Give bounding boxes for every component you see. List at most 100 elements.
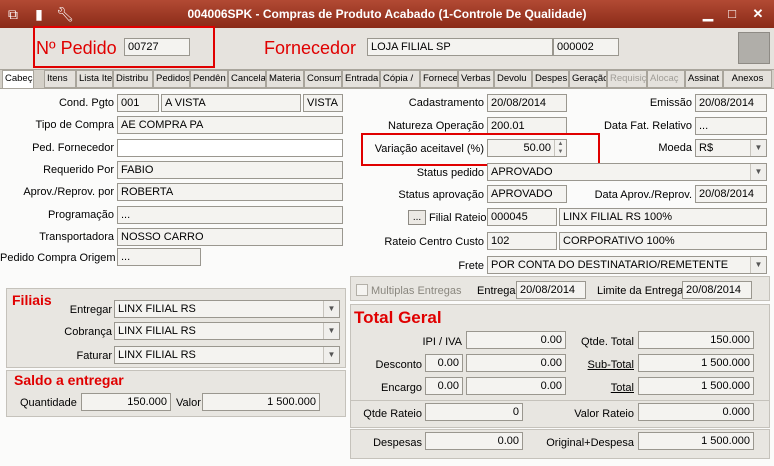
tab-cabeca[interactable]: Cabeça: [2, 70, 34, 89]
close-icon[interactable]: ✕: [752, 6, 764, 21]
wrench-icon[interactable]: 🔧︎: [56, 6, 74, 22]
aprov-field[interactable]: ROBERTA: [117, 183, 343, 201]
total-label: Total: [610, 382, 634, 394]
data-aprov-field[interactable]: 20/08/2014: [695, 185, 767, 203]
data-fat-field[interactable]: ...: [695, 117, 767, 135]
total-field[interactable]: 1 500.000: [638, 377, 754, 395]
fornecedor-name-field[interactable]: LOJA FILIAL SP: [367, 38, 553, 56]
filial-rateio-name-field[interactable]: LINX FILIAL RS 100%: [559, 208, 767, 226]
highlight-box: [361, 133, 600, 166]
fornecedor-code-field[interactable]: 000002: [553, 38, 619, 56]
frete-label: Frete: [458, 260, 484, 272]
tab-pendencias[interactable]: Pendên: [190, 70, 228, 88]
cond-pgto-name-field[interactable]: A VISTA: [161, 94, 301, 112]
chevron-down-icon[interactable]: ▼: [750, 257, 766, 273]
frete-value: POR CONTA DO DESTINATARIO/REMETENTE: [491, 259, 729, 271]
tab-alocacao: Alocaç: [647, 70, 685, 88]
filiais-title: Filiais: [12, 292, 52, 308]
traffic-light-icon[interactable]: ▮: [35, 6, 43, 22]
tab-pedidos[interactable]: Pedidos: [153, 70, 190, 88]
qtde-total-label: Qtde. Total: [581, 336, 634, 348]
cond-pgto-code-field[interactable]: 001: [117, 94, 159, 112]
tab-materia[interactable]: Materia: [266, 70, 304, 88]
pedido-number-field[interactable]: 00727: [124, 38, 190, 56]
data-fat-label: Data Fat. Relativo: [603, 120, 692, 132]
variacao-value: 50.00: [523, 142, 551, 154]
desconto-field[interactable]: 0.00: [466, 354, 566, 372]
tab-strip: Cabeça Itens Lista Ite Distribu Pedidos …: [0, 70, 774, 89]
tab-itens[interactable]: Itens: [44, 70, 76, 88]
entrega-label: Entrega: [477, 285, 516, 297]
tab-verbas[interactable]: Verbas: [458, 70, 494, 88]
rateio-cc-name-field[interactable]: CORPORATIVO 100%: [559, 232, 767, 250]
pedido-origem-field[interactable]: ...: [117, 248, 201, 266]
subtotal-label: Sub-Total: [587, 359, 634, 371]
encargo-pct-field[interactable]: 0.00: [425, 377, 463, 395]
entregar-select[interactable]: LINX FILIAL RS ▼: [114, 300, 340, 318]
multiplas-checkbox[interactable]: [356, 284, 368, 296]
cobranca-select[interactable]: LINX FILIAL RS ▼: [114, 322, 340, 340]
window-title: 004006SPK - Compras de Produto Acabado (…: [187, 7, 587, 21]
status-pedido-select[interactable]: APROVADO ▼: [487, 163, 767, 181]
frete-select[interactable]: POR CONTA DO DESTINATARIO/REMETENTE ▼: [487, 256, 767, 274]
tab-distribuicao[interactable]: Distribu: [113, 70, 153, 88]
tipo-compra-field[interactable]: AE COMPRA PA: [117, 116, 343, 134]
valor-rateio-field[interactable]: 0.000: [638, 403, 754, 421]
picture-placeholder: [738, 32, 770, 64]
despesas-label: Despesas: [373, 437, 422, 449]
despesas-field[interactable]: 0.00: [425, 432, 523, 450]
chevron-down-icon[interactable]: ▼: [323, 301, 339, 317]
faturar-select[interactable]: LINX FILIAL RS ▼: [114, 346, 340, 364]
tab-geracao[interactable]: Geração: [569, 70, 607, 88]
chevron-down-icon[interactable]: ▼: [323, 347, 339, 363]
requerido-field[interactable]: FABIO: [117, 161, 343, 179]
variacao-field[interactable]: 50.00 ▲ ▼: [487, 139, 567, 157]
encargo-field[interactable]: 0.00: [466, 377, 566, 395]
tipo-compra-label: Tipo de Compra: [35, 119, 114, 131]
cadastramento-field[interactable]: 20/08/2014: [487, 94, 567, 112]
tab-devolucao[interactable]: Devolu: [494, 70, 532, 88]
original-field[interactable]: 1 500.000: [638, 432, 754, 450]
ped-fornecedor-field[interactable]: [117, 139, 343, 157]
programacao-field[interactable]: ...: [117, 206, 343, 224]
tab-entrada[interactable]: Entrada: [342, 70, 380, 88]
rateio-cc-code-field[interactable]: 102: [487, 232, 557, 250]
tab-copia[interactable]: Cópia /: [380, 70, 420, 88]
transportadora-field[interactable]: NOSSO CARRO: [117, 228, 343, 246]
chevron-down-icon[interactable]: ▼: [323, 323, 339, 339]
chevron-down-icon[interactable]: ▼: [750, 164, 766, 180]
spinner-icon[interactable]: ▲ ▼: [554, 140, 566, 156]
minimize-icon[interactable]: ▁: [703, 6, 713, 21]
cabeca-panel: Cond. Pgto 001 A VISTA VISTA Tipo de Com…: [0, 88, 774, 466]
cond-pgto-type-field[interactable]: VISTA: [303, 94, 343, 112]
tab-lista-itens[interactable]: Lista Ite: [76, 70, 113, 88]
ipi-field[interactable]: 0.00: [466, 331, 566, 349]
valor-field[interactable]: 1 500.000: [202, 393, 320, 411]
filial-rateio-button[interactable]: ...: [408, 210, 426, 225]
menu-icon[interactable]: ⧉: [8, 6, 18, 22]
tab-consumo[interactable]: Consum: [304, 70, 342, 88]
cobranca-value: LINX FILIAL RS: [118, 325, 196, 337]
limite-field[interactable]: 20/08/2014: [682, 281, 752, 299]
encargo-label: Encargo: [381, 382, 422, 394]
emissao-field[interactable]: 20/08/2014: [695, 94, 767, 112]
subtotal-field[interactable]: 1 500.000: [638, 354, 754, 372]
desconto-pct-field[interactable]: 0.00: [425, 354, 463, 372]
qtde-total-field[interactable]: 150.000: [638, 331, 754, 349]
qtde-rateio-field[interactable]: 0: [425, 403, 523, 421]
filial-rateio-label: Filial Rateio: [429, 212, 487, 224]
tab-assinaturas[interactable]: Assinat: [685, 70, 723, 88]
moeda-select[interactable]: R$ ▼: [695, 139, 767, 157]
chevron-down-icon[interactable]: ▼: [750, 140, 766, 156]
tab-despesas[interactable]: Despes: [532, 70, 569, 88]
tab-fornecedores[interactable]: Fornece: [420, 70, 458, 88]
maximize-icon[interactable]: □: [728, 6, 736, 21]
tab-anexos[interactable]: Anexos: [723, 70, 772, 88]
aprov-label: Aprov./Reprov. por: [23, 186, 114, 198]
entrega-field[interactable]: 20/08/2014: [516, 281, 586, 299]
tab-cancela[interactable]: Cancela: [228, 70, 266, 88]
status-aprov-field[interactable]: APROVADO: [487, 185, 567, 203]
status-aprov-label: Status aprovação: [398, 189, 484, 201]
filial-rateio-code-field[interactable]: 000045: [487, 208, 557, 226]
quantidade-field[interactable]: 150.000: [81, 393, 171, 411]
